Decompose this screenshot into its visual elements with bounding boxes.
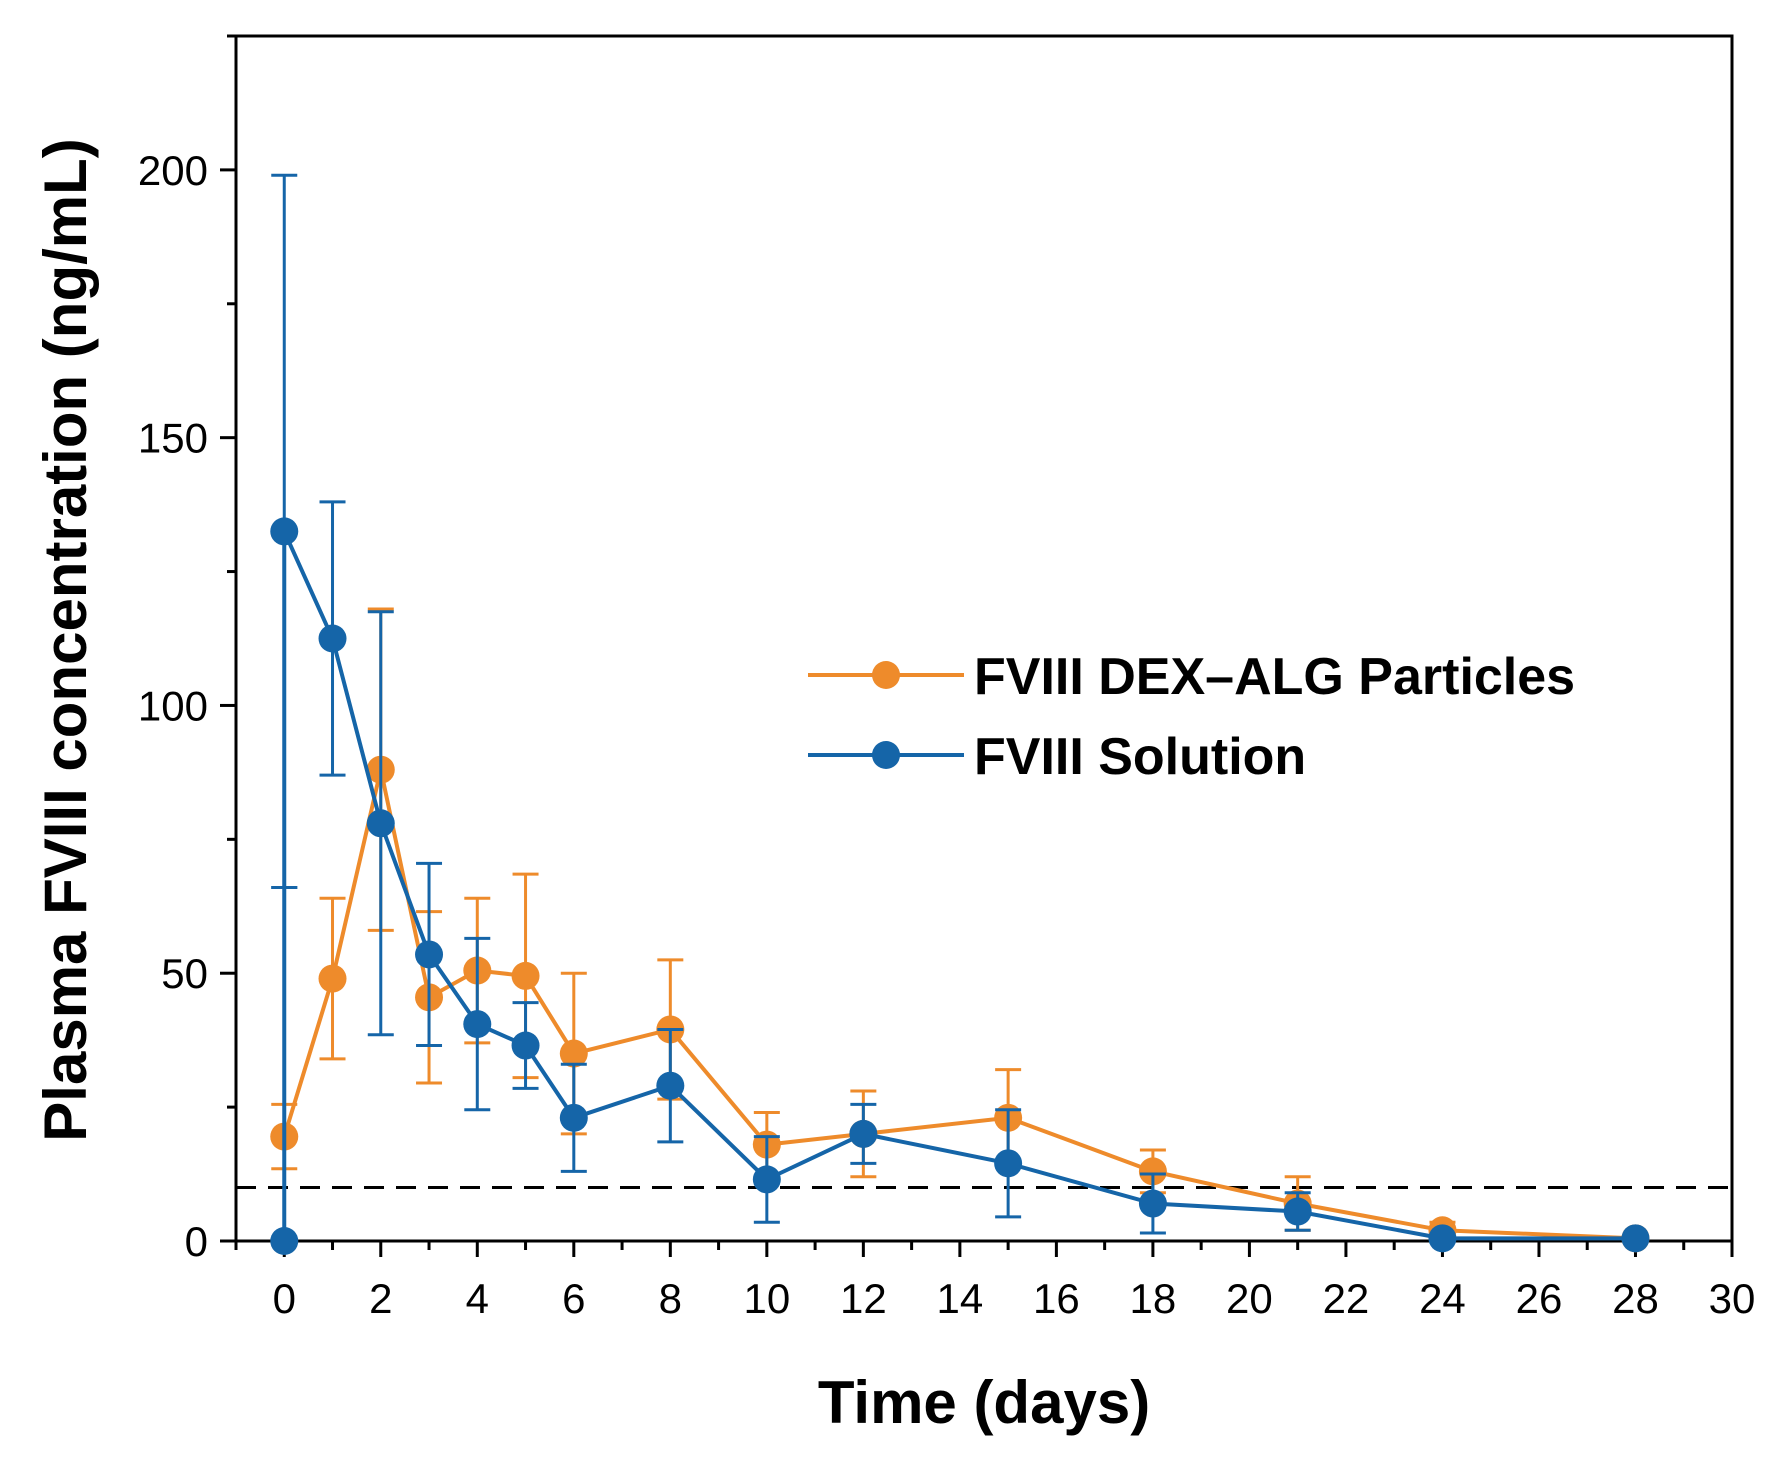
data-point	[559, 1103, 588, 1132]
x-tick-label: 30	[1709, 1275, 1756, 1322]
data-point	[318, 624, 347, 653]
x-tick-label: 22	[1323, 1275, 1370, 1322]
x-tick-label: 24	[1419, 1275, 1466, 1322]
x-tick-label: 6	[562, 1275, 585, 1322]
data-point	[849, 1119, 878, 1148]
axis-ticks	[220, 34, 1734, 1257]
data-point	[511, 961, 540, 990]
y-tick-label: 150	[138, 415, 208, 462]
data-point	[318, 964, 347, 993]
legend-label-solution: FVIII Solution	[974, 728, 1306, 786]
legend-marker-particles	[872, 661, 900, 689]
data-point	[463, 1010, 492, 1039]
series-line	[282, 530, 1636, 1241]
data-point	[1283, 1197, 1312, 1226]
data-point	[270, 517, 299, 546]
y-tick-label: 100	[138, 682, 208, 729]
x-tick-label: 8	[659, 1275, 682, 1322]
y-tick-label: 50	[161, 950, 208, 997]
data-point	[1428, 1224, 1457, 1253]
data-point	[1138, 1157, 1167, 1186]
data-point	[752, 1165, 781, 1194]
x-tick-label: 16	[1033, 1275, 1080, 1322]
data-point	[511, 1031, 540, 1060]
legend: FVIII DEX–ALG Particles FVIII Solution	[808, 648, 1575, 786]
data-point	[415, 940, 444, 969]
legend-label-particles: FVIII DEX–ALG Particles	[974, 648, 1575, 706]
series-layer	[270, 173, 1650, 1255]
plot-area	[234, 34, 1734, 1243]
y-tick-label: 200	[138, 147, 208, 194]
x-tick-label: 2	[369, 1275, 392, 1322]
x-tick-label: 20	[1226, 1275, 1273, 1322]
data-point	[1621, 1224, 1650, 1253]
y-tick-label: 0	[185, 1218, 208, 1265]
data-point	[656, 1071, 685, 1100]
x-tick-label: 0	[273, 1275, 296, 1322]
plot-frame	[234, 34, 1734, 1243]
x-tick-label: 28	[1612, 1275, 1659, 1322]
data-point	[559, 1039, 588, 1068]
series-line	[282, 769, 1636, 1241]
data-point	[1138, 1189, 1167, 1218]
x-tick-label: 10	[743, 1275, 790, 1322]
x-tick-label: 26	[1516, 1275, 1563, 1322]
y-axis-title: Plasma FVIII concentration (ng/mL)	[32, 138, 99, 1141]
series-1	[270, 173, 1650, 1255]
x-axis-title: Time (days)	[818, 1369, 1150, 1436]
data-point	[270, 1227, 299, 1255]
x-tick-label: 14	[937, 1275, 984, 1322]
x-tick-label: 12	[840, 1275, 887, 1322]
x-tick-label: 4	[466, 1275, 489, 1322]
data-point	[994, 1149, 1023, 1178]
x-tick-label: 18	[1130, 1275, 1177, 1322]
data-point	[366, 809, 395, 838]
legend-marker-solution	[872, 741, 900, 769]
